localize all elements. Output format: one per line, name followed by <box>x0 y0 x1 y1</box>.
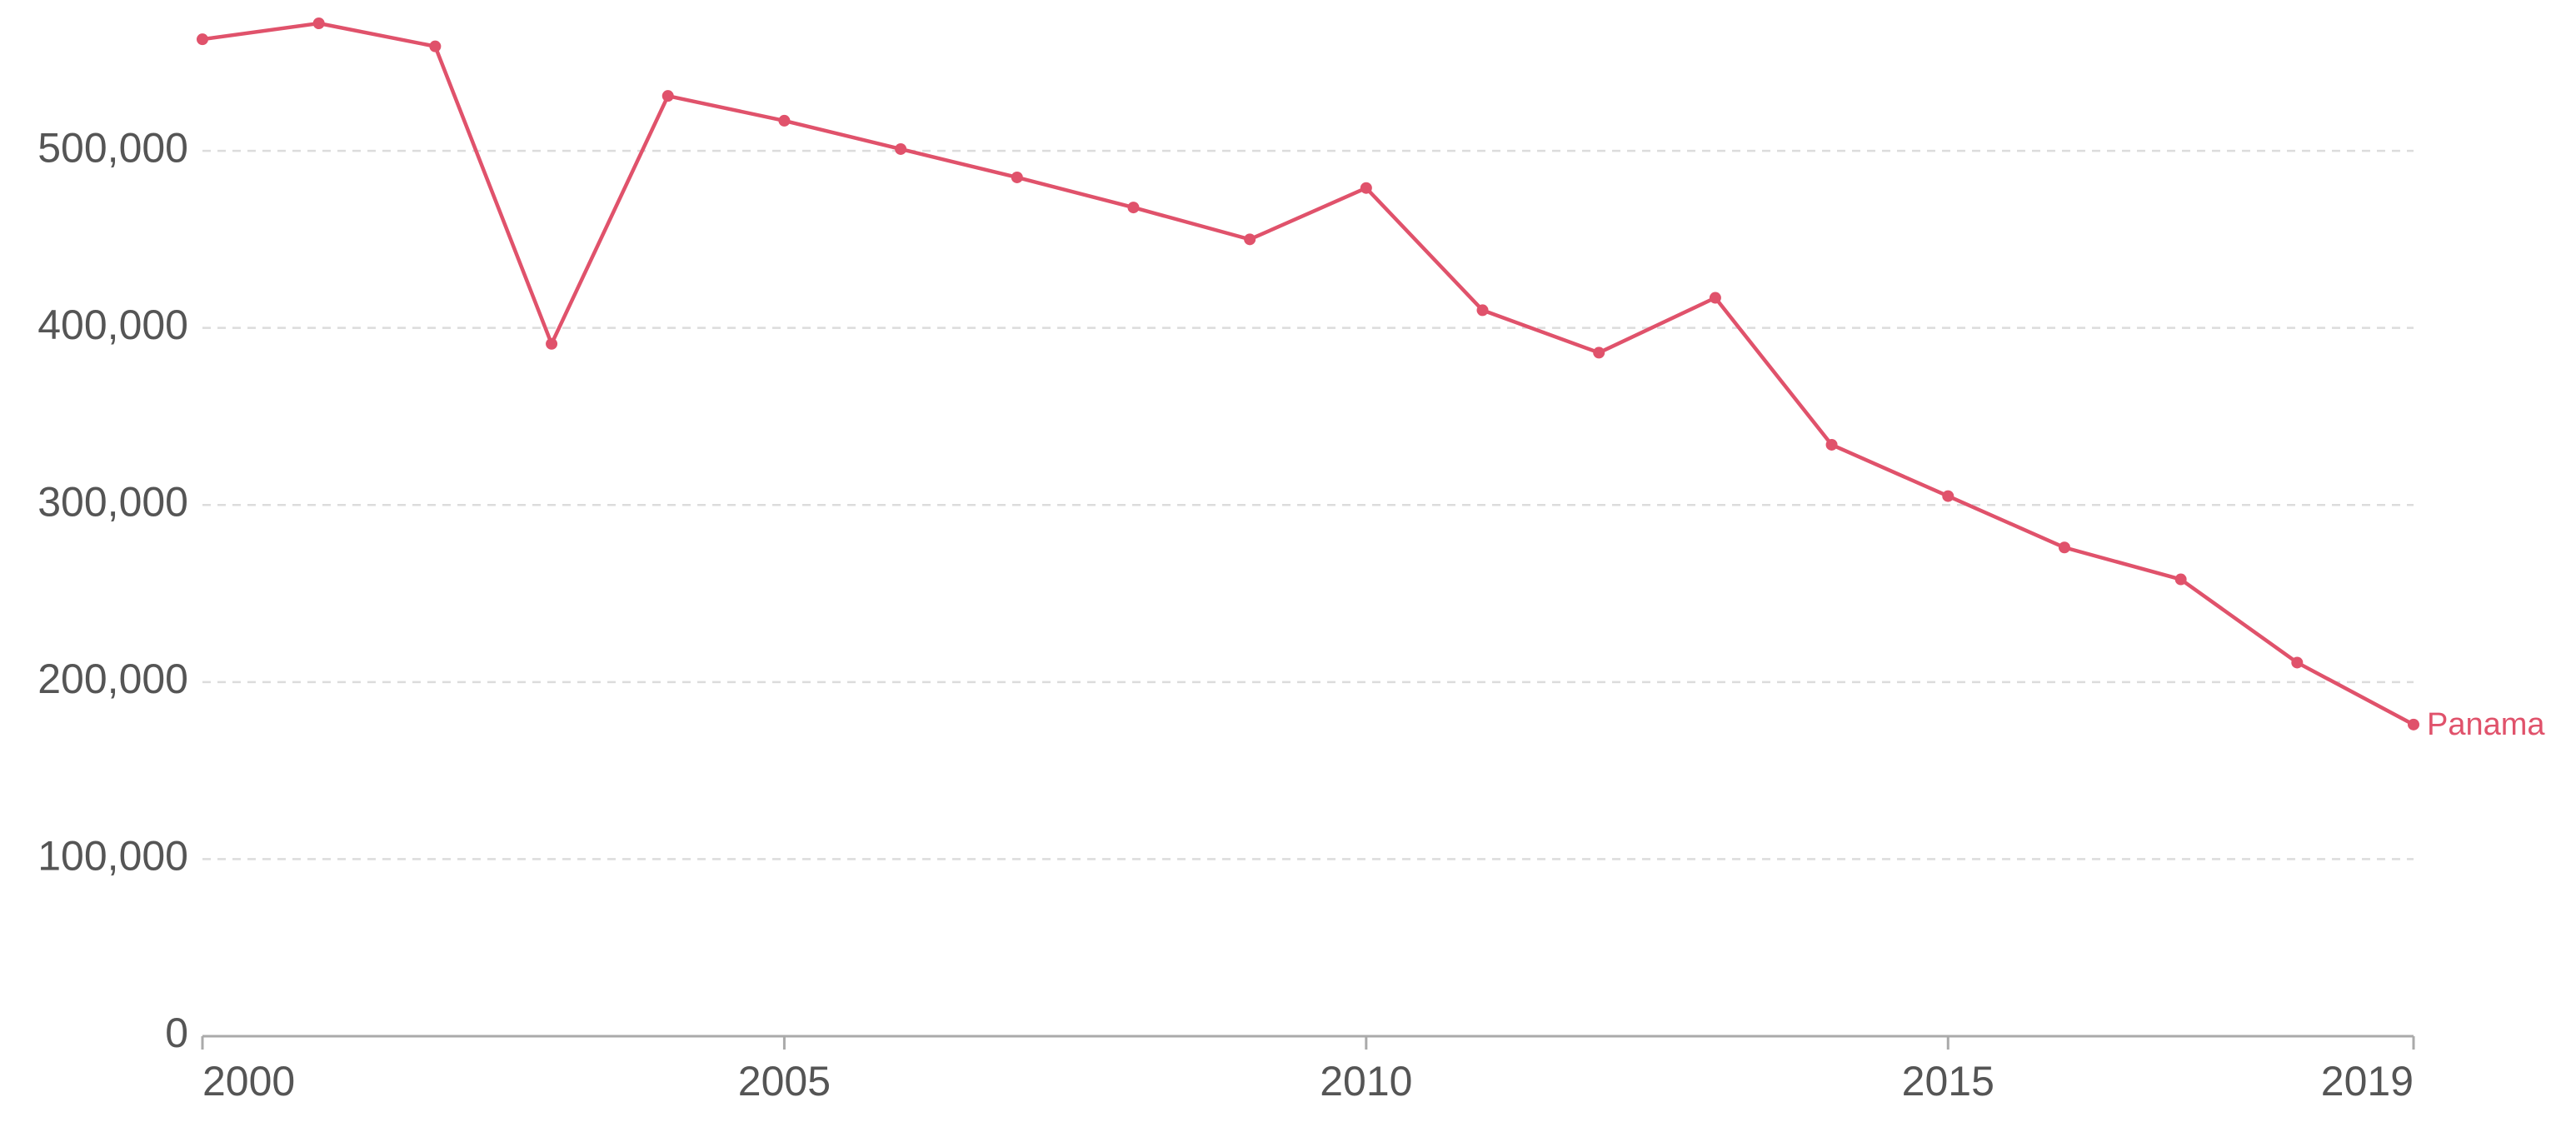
data-point <box>2174 573 2187 586</box>
x-tick-label: 2000 <box>202 1058 295 1105</box>
data-point <box>2058 541 2070 554</box>
y-tick-label: 0 <box>165 1010 188 1056</box>
series-line <box>202 21 2415 726</box>
data-point <box>1127 202 1140 214</box>
series-label: Panama <box>2427 707 2545 742</box>
data-point <box>1825 438 1838 451</box>
y-tick-label: 500,000 <box>37 124 188 171</box>
y-tick-label: 200,000 <box>37 656 188 702</box>
x-tick-label: 2019 <box>2321 1058 2414 1105</box>
x-tick-label: 2010 <box>1320 1058 1412 1105</box>
data-point <box>1942 490 1954 502</box>
y-tick-label: 100,000 <box>37 833 188 880</box>
data-point <box>1593 347 1605 359</box>
data-point <box>1011 171 1023 183</box>
data-point <box>895 142 907 155</box>
data-point <box>661 90 674 102</box>
data-point <box>197 33 208 46</box>
data-point <box>2291 656 2304 669</box>
y-tick-label: 300,000 <box>37 478 188 525</box>
data-point <box>1476 304 1489 317</box>
data-point <box>1360 182 1372 194</box>
data-point <box>1709 292 1721 304</box>
data-point <box>546 337 558 350</box>
data-point <box>2408 718 2419 731</box>
data-point <box>778 114 791 127</box>
y-tick-label: 400,000 <box>37 302 188 348</box>
data-point <box>1244 233 1256 246</box>
x-tick-label: 2005 <box>738 1058 831 1105</box>
x-tick-label: 2015 <box>1902 1058 1994 1105</box>
data-point <box>429 40 442 52</box>
data-point <box>312 17 325 30</box>
